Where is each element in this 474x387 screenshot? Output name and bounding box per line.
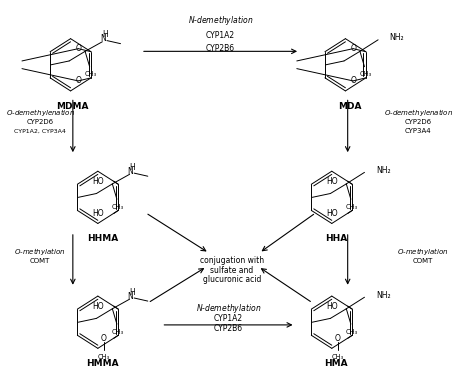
Text: HMA: HMA (325, 359, 348, 368)
Text: CH₃: CH₃ (112, 329, 124, 335)
Text: HHA: HHA (325, 235, 347, 243)
Text: $N$-demethylation: $N$-demethylation (196, 302, 261, 315)
Text: HO: HO (326, 301, 337, 311)
Text: N: N (128, 291, 133, 301)
Text: HO: HO (326, 209, 337, 218)
Text: sulfate and: sulfate and (210, 266, 254, 275)
Text: CH₃: CH₃ (332, 354, 344, 360)
Text: conjugation with: conjugation with (200, 256, 264, 265)
Text: $O$-demethylenation: $O$-demethylenation (383, 107, 453, 118)
Text: O: O (75, 44, 81, 53)
Text: CH₃: CH₃ (346, 329, 358, 335)
Text: NH₂: NH₂ (376, 166, 391, 175)
Text: COMT: COMT (30, 258, 50, 264)
Text: CYP2D6: CYP2D6 (27, 119, 54, 125)
Text: CYP1A2: CYP1A2 (206, 31, 235, 41)
Text: H: H (102, 30, 108, 39)
Text: CYP1A2, CYP3A4: CYP1A2, CYP3A4 (14, 128, 66, 134)
Text: $O$-methylation: $O$-methylation (14, 247, 66, 257)
Text: CYP2B6: CYP2B6 (206, 44, 235, 53)
Text: HO: HO (92, 209, 104, 218)
Text: MDMA: MDMA (56, 102, 89, 111)
Text: CYP1A2: CYP1A2 (214, 314, 243, 323)
Text: MDA: MDA (338, 102, 362, 111)
Text: $N$-demethylation: $N$-demethylation (188, 14, 253, 27)
Text: CH₃: CH₃ (359, 71, 372, 77)
Text: O: O (101, 334, 107, 343)
Text: CYP2D6: CYP2D6 (404, 119, 432, 125)
Text: HO: HO (92, 177, 104, 186)
Text: NH₂: NH₂ (376, 291, 391, 300)
Text: COMT: COMT (412, 258, 433, 264)
Text: HO: HO (92, 301, 104, 311)
Text: H: H (129, 163, 135, 172)
Text: CYP2B6: CYP2B6 (214, 324, 243, 333)
Text: HO: HO (326, 177, 337, 186)
Text: $O$-methylation: $O$-methylation (397, 247, 448, 257)
Text: O: O (350, 76, 356, 86)
Text: CYP3A4: CYP3A4 (405, 128, 431, 134)
Text: $O$-demethylenation: $O$-demethylenation (6, 107, 75, 118)
Text: O: O (350, 44, 356, 53)
Text: CH₃: CH₃ (84, 71, 97, 77)
Text: glucuronic acid: glucuronic acid (203, 276, 261, 284)
Text: N: N (100, 34, 106, 43)
Text: O: O (75, 76, 81, 86)
Text: CH₃: CH₃ (98, 354, 110, 360)
Text: HHMA: HHMA (87, 235, 118, 243)
Text: CH₃: CH₃ (112, 204, 124, 210)
Text: H: H (129, 288, 135, 297)
Text: O: O (335, 334, 341, 343)
Text: N: N (128, 167, 133, 176)
Text: NH₂: NH₂ (390, 33, 404, 43)
Text: CH₃: CH₃ (346, 204, 358, 210)
Text: HMMA: HMMA (86, 359, 118, 368)
